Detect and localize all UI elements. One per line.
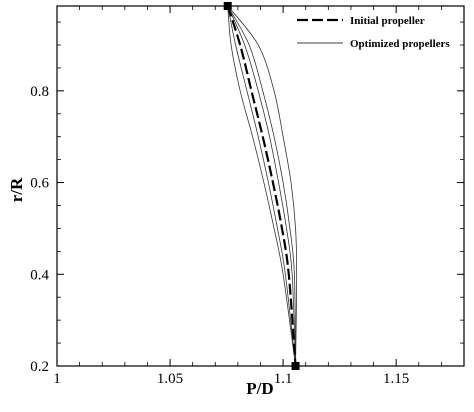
- series-initial-propeller: [226, 5, 297, 367]
- y-tick-label-0: 0.2: [30, 359, 49, 375]
- legend: Initial propeller Optimized propellers: [297, 15, 450, 50]
- legend-label-initial: Initial propeller: [350, 15, 425, 27]
- x-tick-label-1: 1.05: [157, 371, 183, 387]
- series-optimized-propeller-1: [227, 5, 298, 367]
- axes: 1 1.05 1.1 1.15 0.2 0.4 0.6 0.8: [30, 5, 465, 387]
- plot-area: [223, 2, 300, 370]
- x-tick-label-3: 1.15: [383, 371, 409, 387]
- series-optimized-propeller-3: [227, 5, 296, 367]
- series-optimized-propeller-4: [227, 5, 296, 367]
- y-tick-label-2: 0.6: [30, 176, 49, 192]
- series-optimized-propeller-2: [227, 5, 296, 367]
- x-tick-label-2: 1.1: [274, 371, 293, 387]
- y-axis-title: r/R: [7, 177, 26, 202]
- x-axis-title: P/D: [246, 379, 273, 398]
- plot-frame: [56, 5, 465, 367]
- legend-label-optimized: Optimized propellers: [350, 38, 450, 50]
- x-tick-label-0: 1: [53, 371, 61, 387]
- y-tick-label-1: 0.4: [30, 267, 49, 283]
- series-optimized-propeller-5: [227, 5, 296, 367]
- y-tick-label-3: 0.8: [30, 84, 49, 100]
